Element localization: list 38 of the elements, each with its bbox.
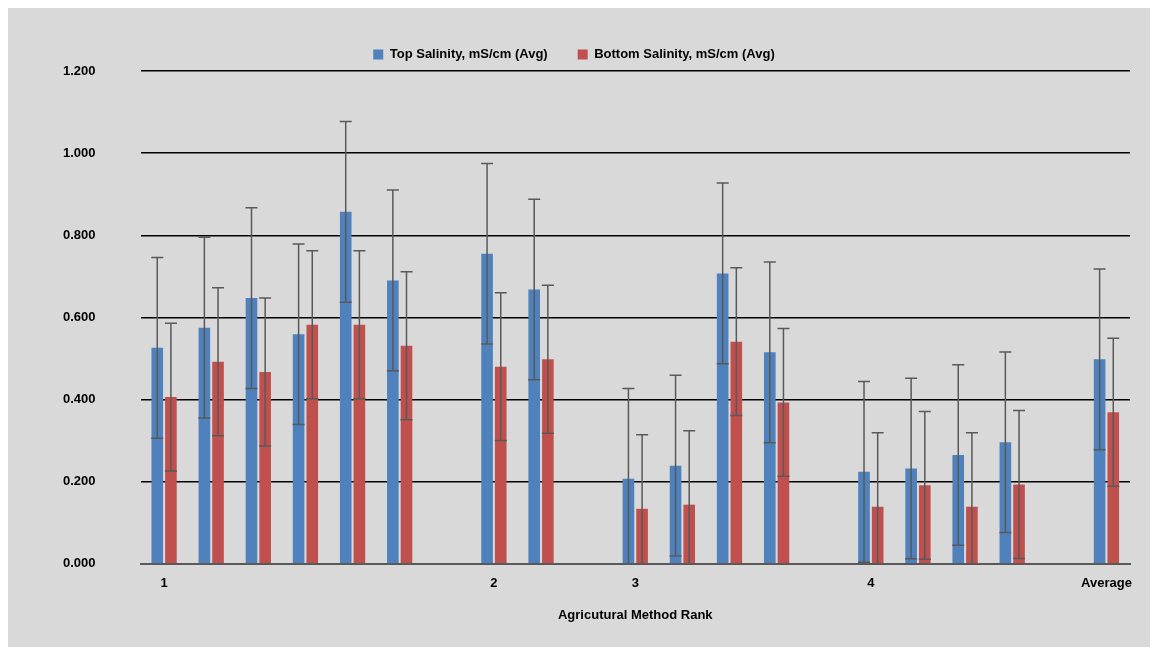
y-tick-label: 1.000 [62,144,96,160]
bar [353,324,366,564]
legend-label: Top Salinity, mS/cm (Avg) [389,46,548,62]
x-tick-label: 1 [160,575,168,591]
bar [400,345,413,564]
bar [306,324,319,564]
bar [716,273,729,564]
bar [494,366,507,564]
bar [198,327,211,564]
bar [387,280,399,564]
bar [151,347,164,564]
bar [292,334,305,564]
bar [763,352,776,564]
bar [1107,412,1120,564]
legend-label: Bottom Salinity, mS/cm (Avg) [594,46,775,62]
y-tick-label: 1.200 [62,62,96,78]
bar [730,341,743,564]
bar [528,289,541,564]
bar [542,359,554,564]
bar [165,397,177,564]
bar [212,361,224,564]
x-tick-label: 4 [867,575,876,591]
y-tick-label: 0.600 [62,308,96,324]
x-tick-label: 3 [631,575,639,591]
bar [481,253,493,564]
bar [339,211,352,564]
bar [777,402,790,564]
x-tick-label: Average [1081,575,1132,591]
bar [245,298,258,564]
y-tick-label: 0.000 [62,555,96,571]
bar [1093,359,1106,564]
y-tick-label: 0.200 [62,473,96,489]
bar [259,372,271,564]
y-tick-label: 0.800 [62,226,96,242]
x-axis-title: Agricutural Method Rank [557,606,714,622]
x-tick-label: 2 [490,575,498,591]
y-tick-label: 0.400 [62,391,96,407]
bar [952,454,965,564]
